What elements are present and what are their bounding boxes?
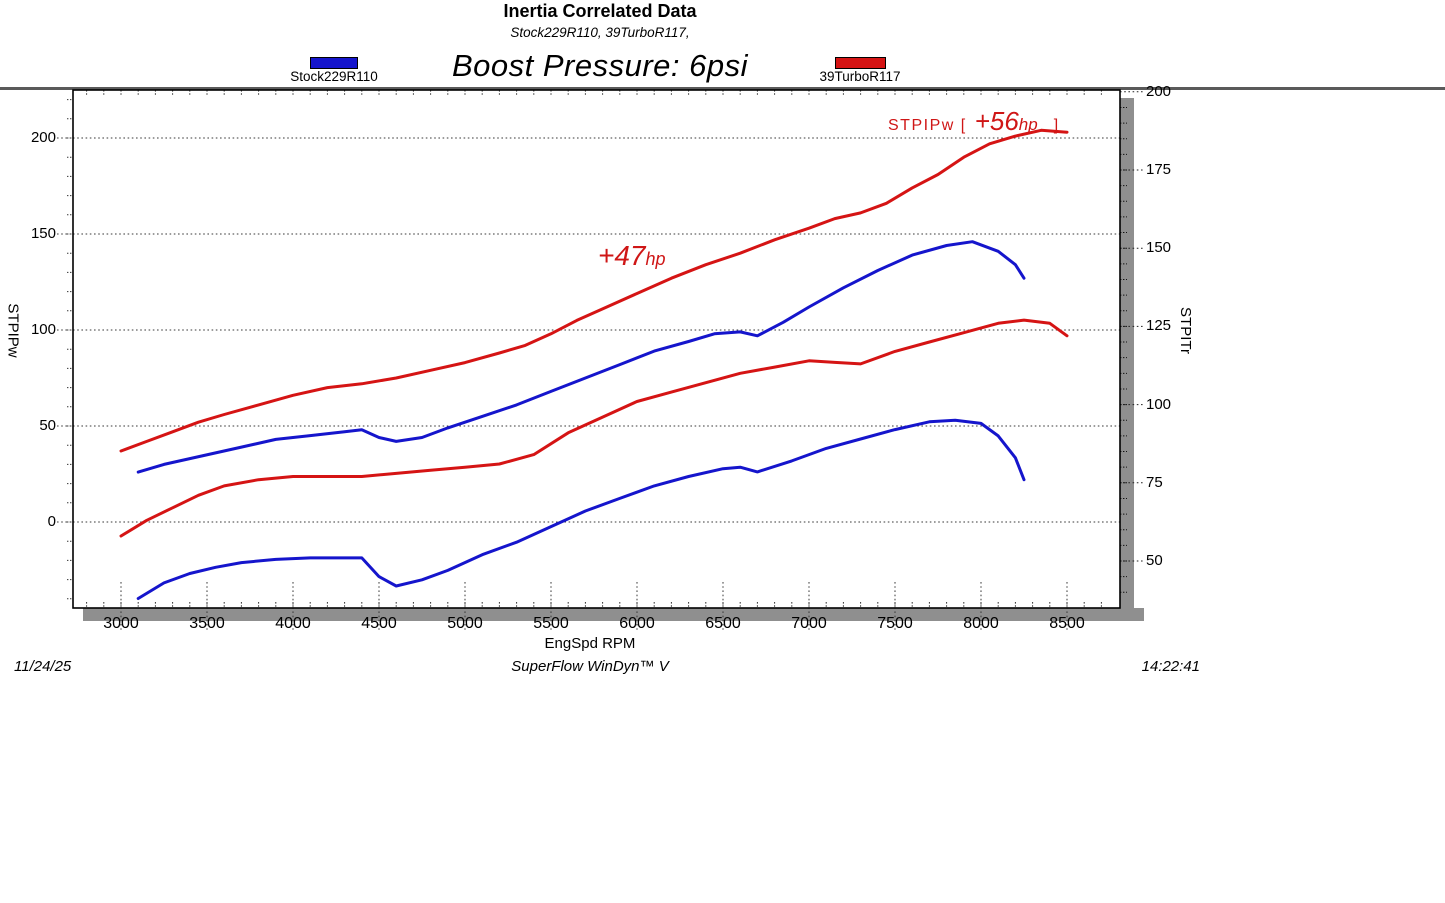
- right-axis-title: STPITr: [1176, 307, 1194, 354]
- annotation-peak-gain-suffix: ]: [1053, 117, 1059, 134]
- left-axis-title: STPIPw: [4, 303, 22, 358]
- legend-label-stock: Stock229R110: [290, 69, 378, 84]
- x-tick-label-5000: 5000: [447, 615, 483, 632]
- curve-stock229r110-stpipw: [136, 240, 1026, 474]
- x-tick-label-7500: 7500: [877, 615, 913, 632]
- left-tick-label-200: 200: [30, 129, 56, 146]
- annotation-peak-gain-prefix: STPIPw [: [888, 117, 967, 134]
- boost-pressure-note: Boost Pressure: 6psi: [451, 48, 749, 83]
- plot-shadow-bottom: [83, 608, 1144, 621]
- x-tick-label-3500: 3500: [189, 615, 225, 632]
- annotation-mid-gain: +47 hp: [598, 240, 666, 272]
- left-tick-label-100: 100: [30, 321, 56, 338]
- curve-39turbor117-stpipw: [119, 128, 1069, 453]
- x-tick-label-4000: 4000: [275, 615, 311, 632]
- right-tick-label-150: 150: [1146, 239, 1172, 257]
- right-tick-label-125: 125: [1146, 317, 1172, 335]
- plot-shadow-right: [1120, 98, 1134, 620]
- report-date: 11/24/25: [14, 658, 72, 675]
- right-tick-label-100: 100: [1146, 395, 1172, 413]
- x-tick-label-3000: 3000: [103, 615, 139, 632]
- x-tick-label-5500: 5500: [533, 615, 569, 632]
- left-tick-label-50: 50: [39, 417, 56, 434]
- page-subtitle: Stock229R110, 39TurboR117,: [510, 25, 690, 40]
- annotation-mid-gain-unit: hp: [645, 249, 666, 269]
- right-tick-label-200: 200: [1146, 82, 1172, 100]
- legend-swatch-turbo: [835, 57, 886, 69]
- x-tick-label-4500: 4500: [361, 615, 397, 632]
- right-tick-label-175: 175: [1146, 161, 1172, 178]
- annotation-mid-gain-value: +47: [598, 240, 646, 271]
- annotation-peak-gain-unit: hp: [1018, 115, 1038, 134]
- left-tick-label-0: 0: [47, 513, 56, 530]
- x-tick-label-6500: 6500: [705, 615, 741, 632]
- x-tick-label-8000: 8000: [963, 615, 999, 632]
- legend-swatch-stock: [310, 57, 358, 69]
- annotation-peak-gain-value: +56: [974, 106, 1019, 136]
- curve-stock229r110-stpitr: [136, 418, 1026, 600]
- report-time: 14:22:41: [1141, 658, 1200, 675]
- x-tick-label-8500: 8500: [1049, 615, 1085, 632]
- plot-border: [72, 89, 1121, 609]
- left-tick-label-150: 150: [30, 225, 56, 242]
- x-tick-label-6000: 6000: [619, 615, 655, 632]
- curve-39turbor117-stpitr: [119, 318, 1069, 538]
- page-title: Inertia Correlated Data: [503, 1, 697, 21]
- software-name: SuperFlow WinDyn™ V: [511, 658, 669, 675]
- annotation-peak-gain: STPIPw [ +56 hp ]: [888, 106, 1058, 137]
- legend-label-turbo: 39TurboR117: [819, 69, 901, 84]
- x-axis-title: EngSpd RPM: [544, 635, 636, 652]
- right-tick-label-50: 50: [1146, 552, 1163, 569]
- right-tick-label-75: 75: [1146, 473, 1163, 491]
- header-divider: [0, 87, 1445, 90]
- x-tick-label-7000: 7000: [791, 615, 827, 632]
